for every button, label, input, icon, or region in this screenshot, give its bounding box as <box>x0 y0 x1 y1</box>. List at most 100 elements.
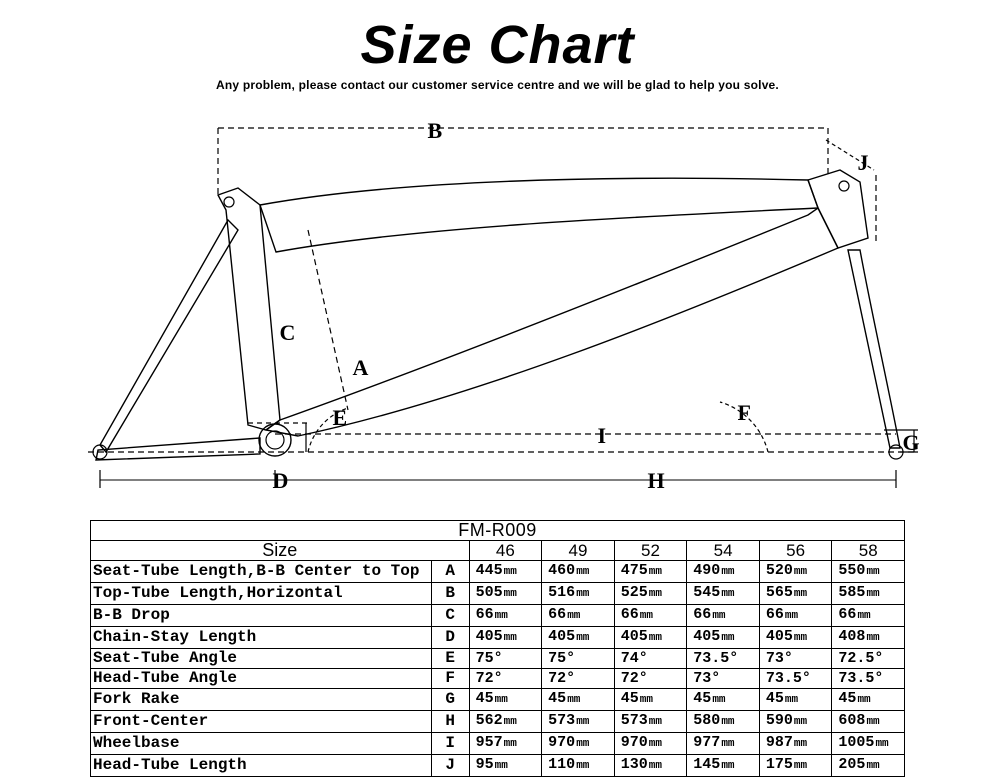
spec-value: 45mm <box>469 689 542 711</box>
spec-value: 565mm <box>759 583 832 605</box>
spec-value: 205mm <box>832 755 905 777</box>
spec-letter: D <box>431 627 469 649</box>
dim-label-I: I <box>598 423 607 449</box>
spec-value: 73.5° <box>687 649 760 669</box>
spec-letter: E <box>431 649 469 669</box>
spec-value: 545mm <box>687 583 760 605</box>
table-row: Top-Tube Length,HorizontalB505mm516mm525… <box>91 583 905 605</box>
spec-value: 977mm <box>687 733 760 755</box>
spec-value: 445mm <box>469 561 542 583</box>
spec-label: B-B Drop <box>91 605 432 627</box>
size-header-cell: Size <box>91 541 470 561</box>
spec-label: Top-Tube Length,Horizontal <box>91 583 432 605</box>
spec-value: 957mm <box>469 733 542 755</box>
spec-label: Seat-Tube Length,B-B Center to Top <box>91 561 432 583</box>
dim-label-A: A <box>353 355 369 381</box>
spec-value: 72.5° <box>832 649 905 669</box>
page-title: Size Chart <box>0 18 995 72</box>
size-table-area: FM-R009 Size 46 49 52 54 56 58 Seat-Tube… <box>90 520 905 777</box>
page: Size Chart Any problem, please contact o… <box>0 0 995 782</box>
spec-value: 73.5° <box>832 669 905 689</box>
spec-label: Seat-Tube Angle <box>91 649 432 669</box>
spec-value: 573mm <box>542 711 615 733</box>
spec-value: 505mm <box>469 583 542 605</box>
spec-value: 520mm <box>759 561 832 583</box>
page-subtitle: Any problem, please contact our customer… <box>0 78 995 92</box>
model-row: FM-R009 <box>91 521 905 541</box>
spec-value: 405mm <box>469 627 542 649</box>
spec-value: 45mm <box>687 689 760 711</box>
table-row: Chain-Stay LengthD405mm405mm405mm405mm40… <box>91 627 905 649</box>
dim-label-D: D <box>273 468 289 494</box>
spec-letter: G <box>431 689 469 711</box>
spec-value: 987mm <box>759 733 832 755</box>
spec-value: 460mm <box>542 561 615 583</box>
table-row: Head-Tube AngleF72°72°72°73°73.5°73.5° <box>91 669 905 689</box>
size-col-4: 56 <box>759 541 832 561</box>
spec-value: 590mm <box>759 711 832 733</box>
size-col-5: 58 <box>832 541 905 561</box>
spec-value: 66mm <box>759 605 832 627</box>
spec-value: 45mm <box>614 689 687 711</box>
size-col-3: 54 <box>687 541 760 561</box>
spec-value: 45mm <box>759 689 832 711</box>
spec-value: 74° <box>614 649 687 669</box>
dim-label-C: C <box>280 320 296 346</box>
size-col-2: 52 <box>614 541 687 561</box>
model-cell: FM-R009 <box>91 521 905 541</box>
spec-value: 580mm <box>687 711 760 733</box>
spec-value: 72° <box>469 669 542 689</box>
spec-value: 95mm <box>469 755 542 777</box>
size-table: FM-R009 Size 46 49 52 54 56 58 Seat-Tube… <box>90 520 905 777</box>
spec-value: 405mm <box>614 627 687 649</box>
spec-value: 550mm <box>832 561 905 583</box>
table-row: WheelbaseI957mm970mm970mm977mm987mm1005m… <box>91 733 905 755</box>
spec-label: Head-Tube Length <box>91 755 432 777</box>
spec-label: Fork Rake <box>91 689 432 711</box>
spec-letter: H <box>431 711 469 733</box>
dim-label-E: E <box>333 405 348 431</box>
spec-label: Head-Tube Angle <box>91 669 432 689</box>
spec-value: 475mm <box>614 561 687 583</box>
dim-label-J: J <box>858 150 869 176</box>
spec-letter: C <box>431 605 469 627</box>
size-col-0: 46 <box>469 541 542 561</box>
spec-value: 1005mm <box>832 733 905 755</box>
dim-label-H: H <box>648 468 665 494</box>
spec-value: 72° <box>614 669 687 689</box>
table-row: B-B DropC66mm66mm66mm66mm66mm66mm <box>91 605 905 627</box>
spec-value: 45mm <box>542 689 615 711</box>
spec-value: 145mm <box>687 755 760 777</box>
spec-label: Chain-Stay Length <box>91 627 432 649</box>
spec-value: 66mm <box>542 605 615 627</box>
table-row: Front-CenterH562mm573mm573mm580mm590mm60… <box>91 711 905 733</box>
spec-label: Front-Center <box>91 711 432 733</box>
spec-label: Wheelbase <box>91 733 432 755</box>
spec-value: 72° <box>542 669 615 689</box>
spec-letter: F <box>431 669 469 689</box>
spec-letter: A <box>431 561 469 583</box>
spec-value: 66mm <box>614 605 687 627</box>
spec-value: 408mm <box>832 627 905 649</box>
dim-label-F: F <box>738 400 751 426</box>
spec-letter: B <box>431 583 469 605</box>
spec-value: 970mm <box>614 733 687 755</box>
dim-label-B: B <box>428 118 443 144</box>
table-row: Head-Tube LengthJ95mm110mm130mm145mm175m… <box>91 755 905 777</box>
spec-value: 75° <box>469 649 542 669</box>
bike-frame-diagram: A B C D E F G H I J <box>48 110 948 490</box>
spec-value: 405mm <box>542 627 615 649</box>
spec-value: 405mm <box>759 627 832 649</box>
table-row: Seat-Tube Length,B-B Center to TopA445mm… <box>91 561 905 583</box>
spec-value: 525mm <box>614 583 687 605</box>
spec-value: 73.5° <box>759 669 832 689</box>
spec-value: 73° <box>759 649 832 669</box>
spec-value: 175mm <box>759 755 832 777</box>
spec-letter: I <box>431 733 469 755</box>
spec-value: 970mm <box>542 733 615 755</box>
spec-value: 490mm <box>687 561 760 583</box>
spec-value: 405mm <box>687 627 760 649</box>
spec-value: 110mm <box>542 755 615 777</box>
dim-label-G: G <box>903 430 920 456</box>
spec-value: 585mm <box>832 583 905 605</box>
